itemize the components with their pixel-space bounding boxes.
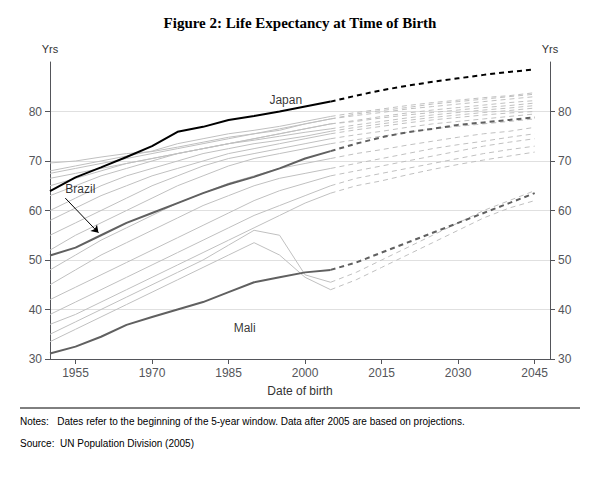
svg-text:40: 40 [558,303,572,317]
svg-text:1955: 1955 [62,366,89,380]
svg-text:40: 40 [29,303,43,317]
svg-text:Mali: Mali [234,321,256,335]
svg-text:Notes: Dates refer to the be: Notes: Dates refer to the beginning of t… [20,416,465,427]
svg-text:1970: 1970 [139,366,166,380]
svg-text:Date of birth: Date of birth [267,384,332,398]
svg-text:70: 70 [29,154,43,168]
svg-text:2000: 2000 [292,366,319,380]
svg-text:Yrs: Yrs [42,43,59,55]
svg-text:Japan: Japan [269,93,302,107]
svg-text:2030: 2030 [445,366,472,380]
svg-text:2045: 2045 [521,366,548,380]
svg-text:Figure 2: Life Expectancy at T: Figure 2: Life Expectancy at Time of Bir… [164,15,438,31]
svg-text:50: 50 [29,253,43,267]
svg-text:Yrs: Yrs [542,43,559,55]
svg-text:1985: 1985 [215,366,242,380]
svg-text:50: 50 [558,253,572,267]
svg-text:Source: UN Population Divisio: Source: UN Population Division (2005) [20,438,194,449]
svg-text:2015: 2015 [368,366,395,380]
svg-text:60: 60 [29,204,43,218]
svg-text:30: 30 [29,352,43,366]
svg-text:80: 80 [29,105,43,119]
svg-text:30: 30 [558,352,572,366]
svg-text:80: 80 [558,105,572,119]
svg-text:Brazil: Brazil [65,182,95,196]
svg-text:70: 70 [558,154,572,168]
svg-text:60: 60 [558,204,572,218]
